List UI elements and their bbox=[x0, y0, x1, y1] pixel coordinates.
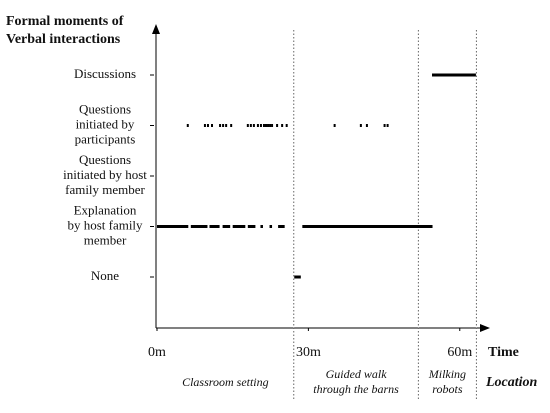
event bbox=[249, 124, 252, 127]
x-title: Time bbox=[488, 345, 519, 360]
event bbox=[264, 124, 267, 127]
event bbox=[386, 124, 389, 127]
segment bbox=[278, 225, 285, 228]
row-label: by host family bbox=[67, 217, 143, 232]
y-axis-arrow bbox=[152, 24, 160, 34]
x-axis-arrow bbox=[480, 324, 490, 332]
segment bbox=[294, 275, 301, 279]
event bbox=[222, 124, 225, 127]
region-label: robots bbox=[432, 382, 463, 396]
row-label: Questions bbox=[79, 152, 131, 167]
segment bbox=[157, 225, 189, 228]
y-title: Verbal interactions bbox=[6, 32, 121, 47]
event bbox=[259, 124, 262, 127]
x-tick-label: 0m bbox=[148, 345, 166, 360]
segment bbox=[222, 225, 231, 228]
row-label: None bbox=[91, 268, 119, 283]
event bbox=[359, 124, 362, 127]
event bbox=[203, 124, 206, 127]
event bbox=[365, 124, 368, 127]
segment bbox=[432, 73, 476, 77]
event bbox=[246, 124, 249, 127]
event bbox=[269, 124, 272, 127]
event bbox=[281, 124, 284, 127]
segment bbox=[190, 225, 208, 228]
event bbox=[267, 124, 270, 127]
segment bbox=[260, 225, 263, 228]
row-label: initiated by host bbox=[63, 167, 147, 182]
event bbox=[252, 124, 255, 127]
event bbox=[271, 124, 274, 127]
event bbox=[285, 124, 288, 127]
segment bbox=[269, 225, 273, 228]
region-label: through the barns bbox=[313, 382, 399, 396]
row-label: member bbox=[84, 232, 127, 247]
segment bbox=[302, 225, 433, 228]
event bbox=[211, 124, 214, 127]
y-title: Formal moments of bbox=[6, 14, 124, 29]
x-tick-label: 60m bbox=[447, 345, 472, 360]
event bbox=[206, 124, 209, 127]
event bbox=[230, 124, 233, 127]
event bbox=[262, 124, 265, 127]
event bbox=[276, 124, 279, 127]
location-title: Location bbox=[485, 375, 538, 390]
segment bbox=[247, 225, 256, 228]
row-label: initiated by bbox=[76, 116, 135, 131]
row-label: Discussions bbox=[74, 66, 136, 81]
segment bbox=[232, 225, 246, 228]
segment bbox=[209, 225, 220, 228]
x-tick-label: 30m bbox=[296, 345, 321, 360]
event bbox=[219, 124, 222, 127]
row-label: family member bbox=[65, 182, 145, 197]
row-label: participants bbox=[75, 131, 136, 146]
region-label: Milking bbox=[428, 367, 466, 381]
event bbox=[333, 124, 336, 127]
region-label: Guided walk bbox=[326, 367, 388, 381]
event bbox=[186, 124, 189, 127]
event bbox=[383, 124, 386, 127]
region-label: Classroom setting bbox=[182, 375, 269, 389]
row-label: Explanation bbox=[74, 202, 137, 217]
row-label: Questions bbox=[79, 101, 131, 116]
event bbox=[256, 124, 259, 127]
event bbox=[225, 124, 228, 127]
